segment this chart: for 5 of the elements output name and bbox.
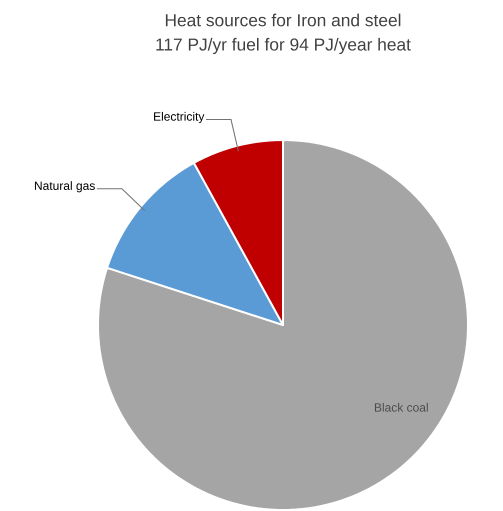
- slice-label: Natural gas: [34, 181, 95, 192]
- chart-title: Heat sources for Iron and steel: [166, 14, 400, 26]
- slice-label: Electricity: [154, 112, 204, 124]
- chart-subtitle: 117 PJ/yr fuel for 94 PJ/year heat: [156, 38, 411, 54]
- slice-label: Black coal: [374, 402, 428, 412]
